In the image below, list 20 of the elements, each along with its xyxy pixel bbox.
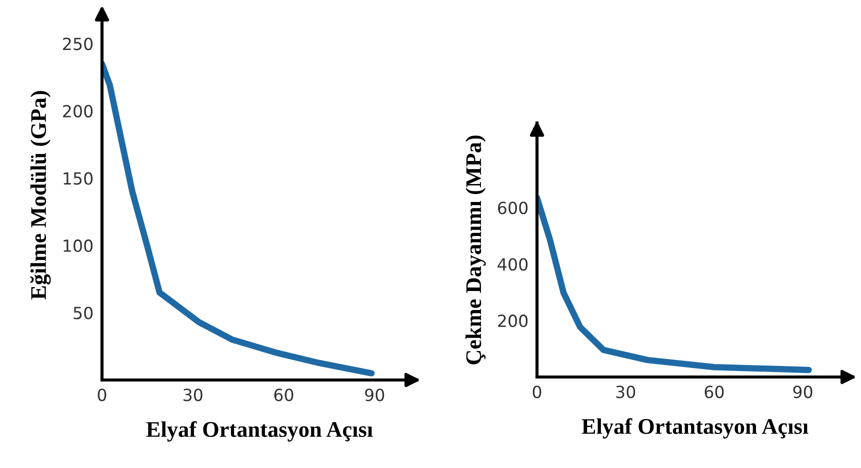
x-tick-label: 60 [704, 386, 724, 398]
y-tick-label: 100 [64, 239, 93, 252]
x-tick-label: 60 [274, 388, 294, 402]
y-tick-label: 200 [63, 104, 93, 118]
y-tick-label: 400 [498, 258, 528, 271]
x-tick-label: 30 [184, 388, 202, 402]
y-tick-label: 150 [64, 172, 93, 185]
x-axis-title: Elyaf Ortantasyon Açısı [146, 421, 373, 442]
y-axis-title: Çekme Dayanımı (MPa) [466, 136, 486, 364]
x-axis-title: Elyaf Ortantasyon Açısı [582, 418, 808, 439]
y-tick-label: 200 [498, 314, 528, 328]
y-axis-title: Eğilme Modülü (GPa) [30, 91, 51, 300]
x-tick-label: 90 [793, 386, 812, 398]
x-tick-label: 90 [365, 388, 384, 402]
x-tick-label: 0 [532, 386, 542, 398]
y-tick-label: 600 [498, 202, 528, 214]
y-tick-label: 50 [74, 306, 93, 320]
x-tick-label: 0 [98, 388, 106, 402]
y-tick-label: 250 [63, 38, 93, 50]
x-tick-label: 30 [616, 386, 636, 398]
